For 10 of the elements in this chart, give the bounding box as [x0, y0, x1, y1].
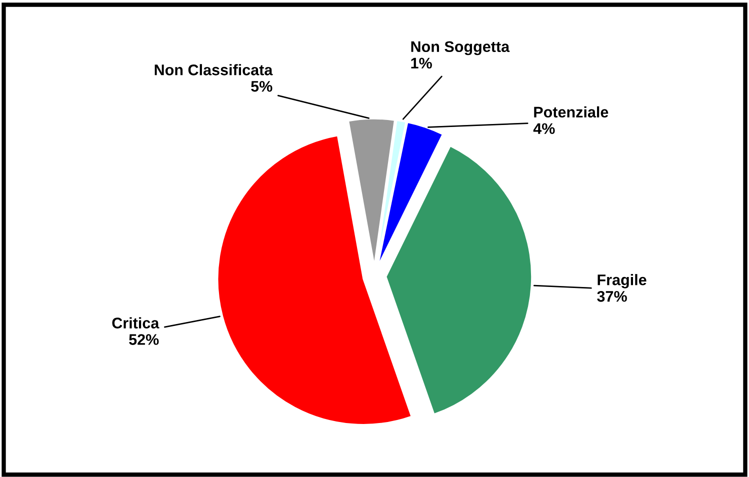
slice-label: Potenziale: [534, 106, 608, 118]
slice-label: Fragile: [598, 274, 646, 288]
data-label: 1%: [411, 58, 432, 69]
slice-label: Non Classificata: [154, 64, 273, 76]
data-label: 52%: [129, 334, 159, 345]
data-label: 37%: [597, 290, 627, 302]
slice-label: Critica: [112, 317, 160, 328]
data-label: 5%: [251, 80, 272, 92]
data-label: 4%: [533, 123, 555, 134]
slice-label: Non Soggetta: [411, 41, 510, 56]
